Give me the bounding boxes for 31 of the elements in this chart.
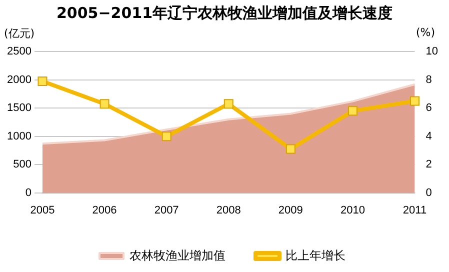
point xyxy=(100,99,110,109)
point xyxy=(348,106,358,116)
x-tick-label: 2009 xyxy=(278,204,303,216)
x-tick-label: 2010 xyxy=(340,204,365,216)
y-tick-label: 500 xyxy=(13,158,32,171)
legend-label: 农林牧渔业增加值 xyxy=(130,248,226,262)
point xyxy=(38,76,48,86)
y2-tick-label: 10 xyxy=(426,46,438,58)
point xyxy=(410,96,420,106)
y-axis-title: (亿元) xyxy=(4,26,35,41)
point xyxy=(286,144,296,154)
x-tick-label: 2006 xyxy=(92,204,117,216)
y2-tick-label: 2 xyxy=(426,158,432,171)
point xyxy=(224,99,234,109)
y2-tick-label: 6 xyxy=(426,102,432,114)
y-tick-label: 1000 xyxy=(6,130,32,142)
y2-axis-title: (%) xyxy=(416,26,435,39)
point xyxy=(162,132,172,142)
legend-label: 比上年增长 xyxy=(286,248,346,262)
x-tick-label: 2005 xyxy=(30,204,55,216)
y-tick-label: 1500 xyxy=(6,102,32,114)
x-tick-label: 2007 xyxy=(154,204,179,216)
y-tick-label: 2500 xyxy=(6,46,32,58)
y-tick-label: 0 xyxy=(25,186,32,199)
y2-tick-label: 8 xyxy=(426,74,432,86)
x-tick-label: 2008 xyxy=(216,204,241,216)
y-tick-label: 2000 xyxy=(6,74,32,86)
y2-tick-label: 4 xyxy=(426,130,432,142)
y2-tick-label: 0 xyxy=(426,186,432,199)
chart-title: 2005−2011年辽宁农林牧渔业增加值及增长速度 xyxy=(55,4,394,23)
x-tick-label: 2011 xyxy=(402,204,427,216)
